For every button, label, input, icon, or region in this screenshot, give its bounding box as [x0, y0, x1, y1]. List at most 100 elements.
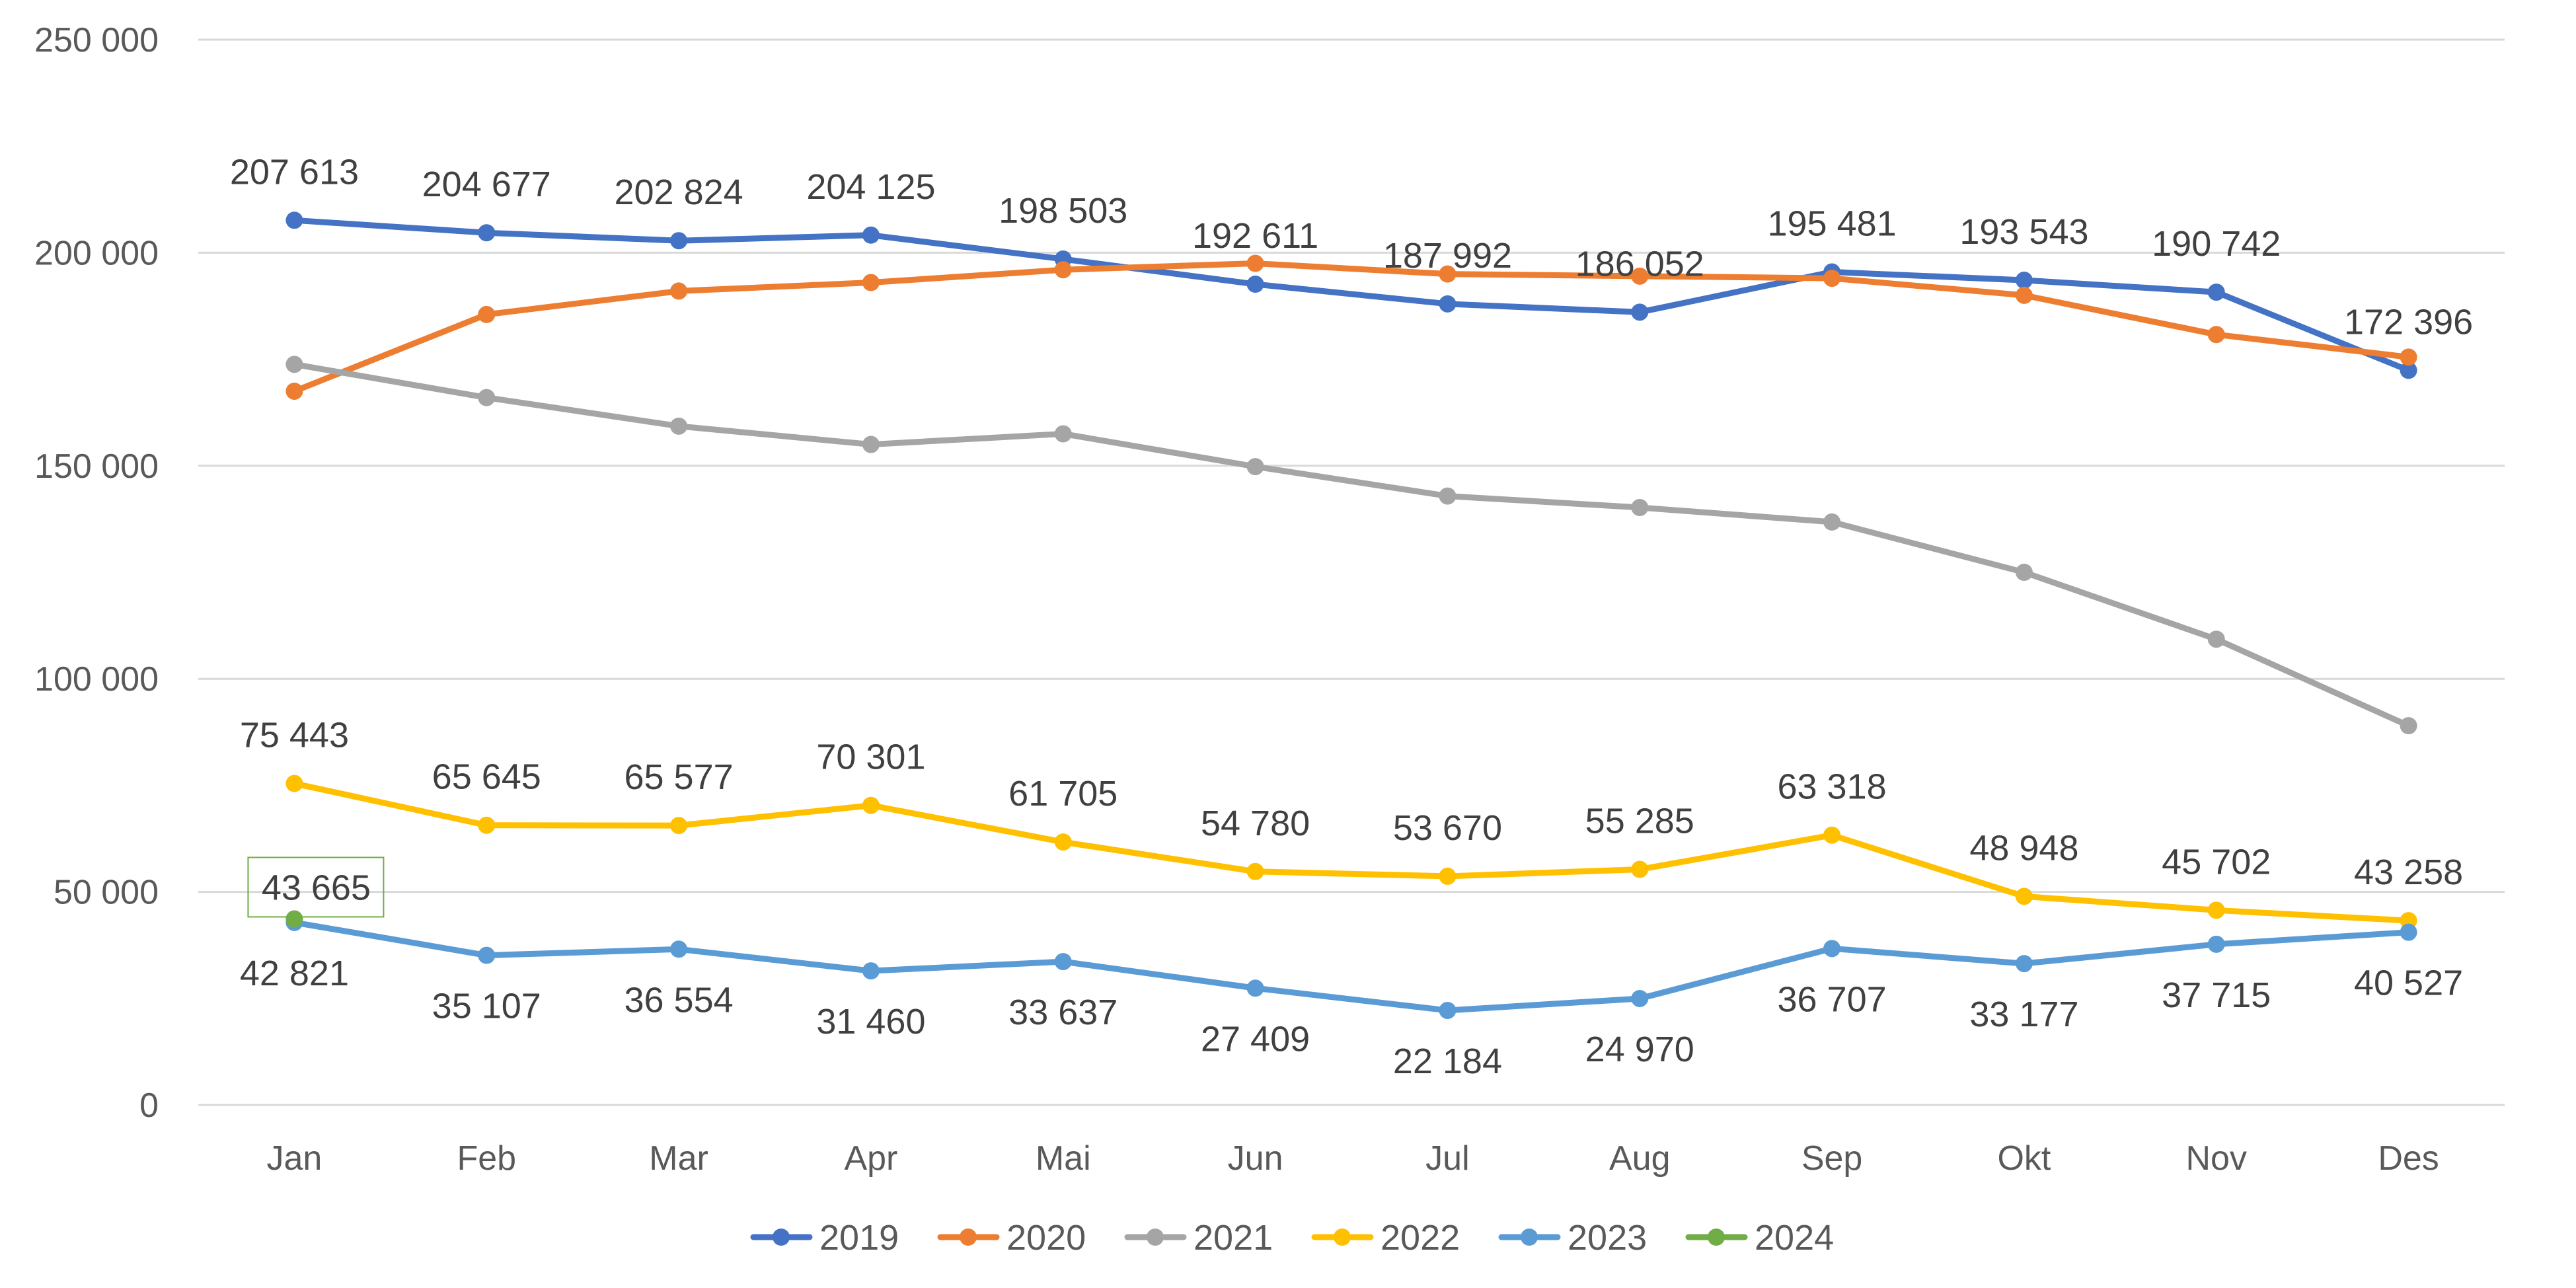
series-2023-point: [1631, 989, 1649, 1007]
series-2023-point: [862, 962, 880, 980]
legend-2019-label: 2019: [819, 1218, 899, 1258]
series-2023-data-label: 22 184: [1393, 1042, 1502, 1081]
series-2021-line: [291, 361, 2412, 729]
series-2020-point: [670, 282, 688, 300]
x-tick-label: Des: [2378, 1139, 2439, 1178]
series-2019-data-label: 192 611: [1192, 216, 1318, 256]
series-2019-data-label: 193 543: [1959, 212, 2088, 252]
series-2022-point: [1439, 867, 1457, 885]
series-2024-data-label: 43 665: [262, 868, 371, 907]
series-2019-point: [670, 232, 688, 250]
y-tick-label: 100 000: [34, 660, 159, 699]
series-2019-data-label: 202 824: [614, 172, 743, 212]
series-2023-point: [1054, 953, 1072, 971]
series-2021-point: [2207, 630, 2225, 648]
legend-2022-label: 2022: [1381, 1218, 1460, 1258]
series-2019-line: [291, 217, 2412, 373]
series-2019-data-label: 204 125: [806, 167, 935, 207]
series-2020-point: [1823, 270, 1841, 287]
series-2023-data-label: 31 460: [816, 1002, 925, 1042]
series-2020-point: [2207, 326, 2225, 344]
series-2022-point: [2207, 901, 2225, 919]
series-2022-data-label: 61 705: [1008, 774, 1118, 814]
series-2022-line: [291, 780, 2412, 924]
series-2020-point: [2015, 286, 2033, 304]
x-tick-label: Mai: [1036, 1139, 1091, 1178]
series-2023-point: [478, 946, 496, 964]
series-2019-data-label: 187 992: [1383, 236, 1512, 276]
series-2019-point: [1439, 295, 1457, 313]
series-2019-point: [2400, 361, 2417, 379]
series-2023-data-label: 37 715: [2162, 975, 2271, 1015]
series-2023-data-label: 33 177: [1969, 995, 2078, 1034]
legend: 2019 2020 2021 2022 2023 2024: [750, 1218, 1834, 1258]
legend-2021-marker: [1147, 1229, 1164, 1246]
series-2022-point: [1823, 826, 1841, 844]
series-2020-point: [285, 382, 303, 400]
series-2024-data-label-box: [247, 856, 385, 918]
series-2023-point: [1246, 979, 1264, 997]
series-2021-point: [2400, 717, 2417, 735]
series-lines: [291, 217, 2412, 1014]
series-2019-data-label: 172 396: [2344, 302, 2473, 342]
series-2021-point: [1823, 513, 1841, 531]
series-2021-point: [1054, 425, 1072, 443]
x-tick-label: Aug: [1609, 1139, 1671, 1178]
series-2022-point: [1054, 833, 1072, 851]
series-2020-point: [1054, 261, 1072, 279]
series-2019-point: [2207, 284, 2225, 301]
series-2020-point: [862, 274, 880, 291]
series-2023-data-label: 35 107: [432, 987, 541, 1026]
series-2019-point: [285, 211, 303, 229]
series-2022-point: [1246, 862, 1264, 880]
x-tick-label: Nov: [2186, 1139, 2247, 1178]
series-2019-point: [862, 226, 880, 244]
x-tick-label: Jul: [1425, 1139, 1469, 1178]
x-axis: Jan Feb Mar Apr Mai Jun Jul Aug Sep Okt Nov Des: [266, 1139, 2439, 1178]
x-tick-label: Mar: [649, 1139, 708, 1178]
series-2021-point: [862, 436, 880, 453]
legend-2019-marker: [773, 1229, 790, 1246]
series-2021-point: [670, 417, 688, 435]
series-2019-point: [1246, 276, 1264, 293]
legend-2024-marker: [1708, 1229, 1725, 1246]
legend-2024-label: 2024: [1755, 1218, 1834, 1258]
series-2023-data-label: 27 409: [1201, 1019, 1310, 1059]
series-2022-data-label: 55 285: [1585, 802, 1694, 841]
series-2020-point: [478, 305, 496, 323]
series-2023-data-label: 24 970: [1585, 1030, 1694, 1069]
series-2019-data-label: 207 613: [230, 152, 359, 192]
series-2019-data-label: 190 742: [2152, 224, 2281, 264]
series-2019-data-label: 186 052: [1575, 244, 1704, 284]
series-2020-line: [291, 260, 2412, 395]
series-2022-data-label: 65 645: [432, 757, 541, 797]
legend-2020-marker: [960, 1229, 977, 1246]
series-2023-point: [670, 940, 688, 958]
x-tick-label: Feb: [457, 1139, 516, 1178]
series-2022-data-label: 65 577: [624, 757, 733, 797]
gridlines: [198, 38, 2505, 1106]
y-tick-label: 150 000: [34, 447, 159, 486]
x-tick-label: Apr: [844, 1139, 897, 1178]
series-2022-point: [1631, 860, 1649, 878]
series-2022-data-label: 63 318: [1777, 767, 1886, 807]
series-2022-point: [670, 817, 688, 835]
series-2022-data-label: 48 948: [1969, 828, 2078, 868]
y-tick-label: 200 000: [34, 234, 159, 272]
series-2022-data-label: 70 301: [816, 738, 925, 777]
series-2019-point: [2015, 272, 2033, 289]
series-2019-data-label: 195 481: [1767, 204, 1896, 244]
series-2022-data-label: 75 443: [240, 716, 349, 755]
series-2024-point: [285, 910, 303, 928]
y-tick-label: 250 000: [34, 21, 159, 59]
x-tick-label: Okt: [1997, 1139, 2051, 1178]
series-2021-point: [1246, 458, 1264, 476]
series-2023-data-label: 42 821: [240, 954, 349, 993]
series-2022-point: [478, 816, 496, 834]
series-2023-line: [291, 919, 2412, 1014]
series-2020-point: [2400, 348, 2417, 366]
series-2019-data-label: 204 677: [422, 165, 551, 204]
series-2021-point: [1631, 498, 1649, 516]
series-2023-point: [2400, 923, 2417, 941]
